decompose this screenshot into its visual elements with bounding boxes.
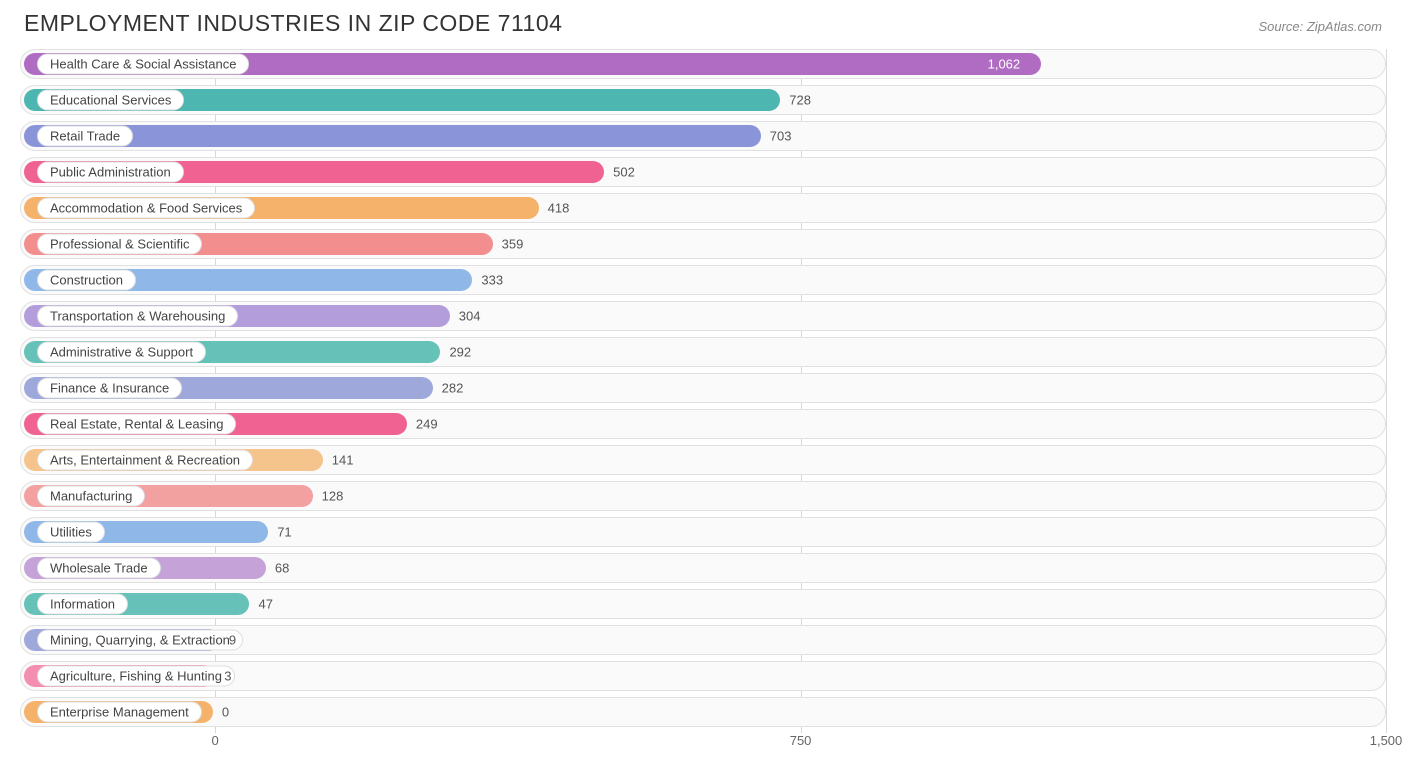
- bar-row: Transportation & Warehousing 304: [20, 301, 1386, 331]
- bar-row: Finance & Insurance 282: [20, 373, 1386, 403]
- bar-value: 703: [770, 129, 792, 144]
- bar-value: 128: [322, 489, 344, 504]
- bar-label-pill: Information: [37, 594, 128, 615]
- bar-value: 1,062: [988, 57, 1021, 72]
- bar-label-pill: Real Estate, Rental & Leasing: [37, 414, 236, 435]
- chart-title: EMPLOYMENT INDUSTRIES IN ZIP CODE 71104: [24, 10, 562, 37]
- gridline: [1386, 49, 1387, 733]
- bar-label-pill: Manufacturing: [37, 486, 145, 507]
- bar-label-pill: Retail Trade: [37, 126, 133, 147]
- bar-value: 3: [224, 669, 231, 684]
- x-axis-label: 1,500: [1370, 733, 1403, 748]
- bar-label-pill: Health Care & Social Assistance: [37, 54, 249, 75]
- bar-label-pill: Arts, Entertainment & Recreation: [37, 450, 253, 471]
- bar-label-pill: Public Administration: [37, 162, 184, 183]
- bar-value: 502: [613, 165, 635, 180]
- header: EMPLOYMENT INDUSTRIES IN ZIP CODE 71104 …: [20, 10, 1386, 37]
- bar-value: 249: [416, 417, 438, 432]
- bar-value: 359: [502, 237, 524, 252]
- bar-row: Enterprise Management 0: [20, 697, 1386, 727]
- bar-label-pill: Educational Services: [37, 90, 184, 111]
- x-axis: 07501,500: [20, 733, 1386, 757]
- bar-row: Information 47: [20, 589, 1386, 619]
- bar-row: Mining, Quarrying, & Extraction9: [20, 625, 1386, 655]
- bar-value: 141: [332, 453, 354, 468]
- bar-label-pill: Accommodation & Food Services: [37, 198, 255, 219]
- bar-label-pill: Construction: [37, 270, 136, 291]
- bar-label-pill: Professional & Scientific: [37, 234, 202, 255]
- bar-row: Arts, Entertainment & Recreation 141: [20, 445, 1386, 475]
- bar-value: 728: [789, 93, 811, 108]
- bar-label-pill: Mining, Quarrying, & Extraction: [37, 630, 243, 651]
- bar-label-pill: Wholesale Trade: [37, 558, 161, 579]
- bar-row: Administrative & Support 292: [20, 337, 1386, 367]
- bar-value: 71: [277, 525, 291, 540]
- bar-label-pill: Enterprise Management: [37, 702, 202, 723]
- bar-value: 0: [222, 705, 229, 720]
- bar-row: Agriculture, Fishing & Hunting3: [20, 661, 1386, 691]
- bar-label-pill: Administrative & Support: [37, 342, 206, 363]
- bar-value: 304: [459, 309, 481, 324]
- bar-label-pill: Transportation & Warehousing: [37, 306, 238, 327]
- bar-row: Wholesale Trade 68: [20, 553, 1386, 583]
- x-axis-label: 750: [790, 733, 812, 748]
- bar-value: 47: [258, 597, 272, 612]
- bar-row: Professional & Scientific 359: [20, 229, 1386, 259]
- bar-value: 9: [229, 633, 236, 648]
- bar-value: 68: [275, 561, 289, 576]
- bar-row: Manufacturing 128: [20, 481, 1386, 511]
- bar-row: Educational Services 728: [20, 85, 1386, 115]
- chart-area: Health Care & Social Assistance 1,062 Educ…: [20, 49, 1386, 757]
- chart-container: EMPLOYMENT INDUSTRIES IN ZIP CODE 71104 …: [0, 0, 1406, 776]
- bar-value: 333: [481, 273, 503, 288]
- bar-fill: [24, 125, 761, 147]
- bar-value: 282: [442, 381, 464, 396]
- bar-value: 418: [548, 201, 570, 216]
- bars-group: Health Care & Social Assistance 1,062 Educ…: [20, 49, 1386, 727]
- bar-row: Accommodation & Food Services 418: [20, 193, 1386, 223]
- bar-label-pill: Finance & Insurance: [37, 378, 182, 399]
- x-axis-label: 0: [212, 733, 219, 748]
- bar-row: Health Care & Social Assistance 1,062: [20, 49, 1386, 79]
- bar-row: Utilities 71: [20, 517, 1386, 547]
- chart-source: Source: ZipAtlas.com: [1258, 19, 1382, 34]
- bar-value: 292: [449, 345, 471, 360]
- bar-row: Retail Trade 703: [20, 121, 1386, 151]
- bar-row: Real Estate, Rental & Leasing 249: [20, 409, 1386, 439]
- bar-row: Public Administration 502: [20, 157, 1386, 187]
- bar-label-pill: Agriculture, Fishing & Hunting: [37, 666, 235, 687]
- bar-row: Construction 333: [20, 265, 1386, 295]
- bar-label-pill: Utilities: [37, 522, 105, 543]
